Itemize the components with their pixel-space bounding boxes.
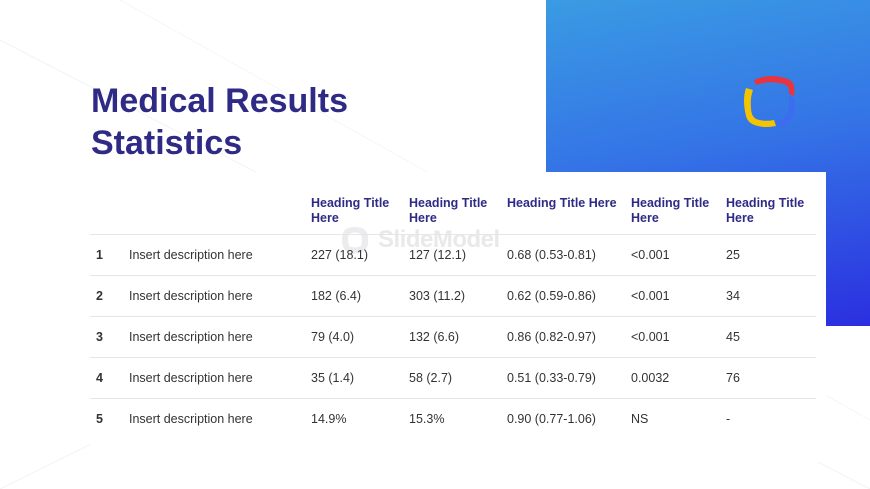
header-index [90, 192, 129, 235]
table-row: 3 Insert description here 79 (4.0) 132 (… [90, 316, 816, 358]
header-col-2: Heading Title Here [409, 192, 507, 235]
cell: 34 [726, 275, 816, 317]
cell: 0.51 (0.33-0.79) [507, 357, 631, 399]
table-row: 5 Insert description here 14.9% 15.3% 0.… [90, 399, 816, 440]
cell: <0.001 [631, 275, 726, 317]
cell: 45 [726, 316, 816, 358]
row-number: 1 [90, 234, 129, 276]
cell: 15.3% [409, 412, 445, 426]
cell: 132 (6.6) [409, 316, 507, 358]
header-col-3: Heading Title Here [507, 192, 631, 235]
cell: - [726, 412, 731, 426]
cell: 0.62 (0.59-0.86) [507, 275, 631, 317]
header-col-4: Heading Title Here [631, 192, 726, 235]
table-row: 2 Insert description here 182 (6.4) 303 … [90, 275, 816, 317]
cell: 14.9% [311, 412, 347, 426]
cell: 0.86 (0.82-0.97) [507, 316, 631, 358]
cell: 0.90 (0.77-1.06) [507, 412, 596, 426]
row-number: 5 [96, 412, 103, 426]
cell: <0.001 [631, 234, 726, 276]
cell: 25 [726, 234, 816, 276]
cell: <0.001 [631, 316, 726, 358]
header-col-1: Heading Title Here [311, 192, 409, 235]
row-description: Insert description here [129, 412, 253, 426]
row-description: Insert description here [129, 234, 311, 276]
cell: 182 (6.4) [311, 275, 409, 317]
row-number: 2 [90, 275, 129, 317]
cell: 0.0032 [631, 357, 726, 399]
cell: 35 (1.4) [311, 357, 409, 399]
row-number: 3 [90, 316, 129, 358]
title-line-2: Statistics [91, 124, 243, 162]
row-description: Insert description here [129, 316, 311, 358]
rounded-square-logo-icon [744, 76, 795, 127]
results-table: Heading Title Here Heading Title Here He… [90, 192, 816, 439]
cell: 303 (11.2) [409, 275, 507, 317]
cell: 79 (4.0) [311, 316, 409, 358]
title-line-1: Medical Results [91, 82, 348, 120]
cell: 0.68 (0.53-0.81) [507, 234, 631, 276]
cell: 227 (18.1) [311, 234, 409, 276]
table-row: 1 Insert description here 227 (18.1) 127… [90, 234, 816, 276]
header-description [129, 192, 311, 235]
row-description: Insert description here [129, 357, 311, 399]
row-number: 4 [90, 357, 129, 399]
table-header-row: Heading Title Here Heading Title Here He… [90, 192, 816, 235]
cell: 76 [726, 357, 816, 399]
table-row: 4 Insert description here 35 (1.4) 58 (2… [90, 357, 816, 399]
row-description: Insert description here [129, 275, 311, 317]
cell: NS [631, 412, 649, 426]
cell: 127 (12.1) [409, 234, 507, 276]
header-col-5: Heading Title Here [726, 192, 816, 235]
cell: 58 (2.7) [409, 357, 507, 399]
page-title: Medical Results Statistics [91, 80, 451, 164]
